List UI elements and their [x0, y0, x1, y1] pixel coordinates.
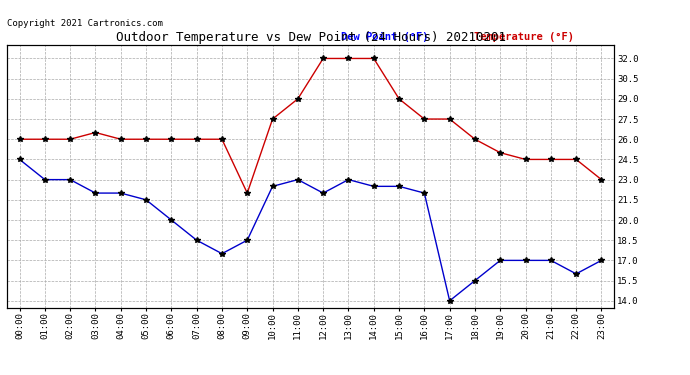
- Title: Outdoor Temperature vs Dew Point (24 Hours) 20210201: Outdoor Temperature vs Dew Point (24 Hou…: [115, 31, 506, 44]
- Text: Temperature (°F): Temperature (°F): [475, 32, 575, 42]
- Text: Copyright 2021 Cartronics.com: Copyright 2021 Cartronics.com: [7, 19, 163, 28]
- Text: Dew Point (°F): Dew Point (°F): [341, 32, 428, 42]
